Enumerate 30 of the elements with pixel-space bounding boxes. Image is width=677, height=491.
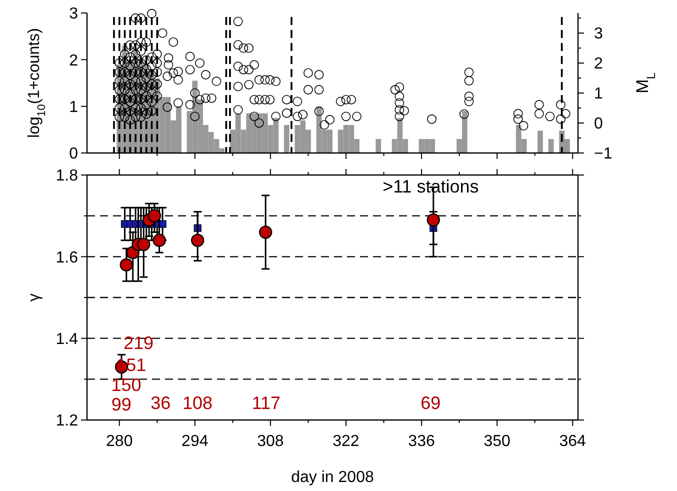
annotation: >11 stations	[382, 176, 479, 196]
x-tick-label: 322	[332, 433, 360, 450]
y2-tick-label: 3	[594, 26, 603, 43]
x-tick-label: 280	[106, 433, 133, 450]
x-tick-label: 350	[484, 433, 511, 450]
y2-tick-label: −1	[594, 146, 612, 163]
annotation: 219	[124, 333, 154, 354]
y-tick-label: 0	[69, 146, 78, 163]
y2-tick-label: 2	[594, 56, 603, 73]
y-tick-label: 1.4	[56, 330, 78, 348]
y2-tick-label: 0	[594, 116, 603, 133]
y-tick-label: 3	[69, 6, 78, 23]
annotation: 150	[111, 374, 142, 395]
x-tick-label: 336	[408, 433, 435, 450]
x-tick-label: 308	[257, 433, 284, 450]
annotation: 69	[420, 393, 441, 414]
y-tick-label: 2	[69, 52, 78, 70]
y-tick-label: 1.2	[56, 412, 78, 430]
y-tick-label: 1.8	[56, 168, 78, 185]
y-tick-label: 1.6	[56, 249, 78, 266]
x-tick-label: 364	[559, 433, 586, 450]
y-tick-label: 1	[69, 98, 78, 116]
annotation: 117	[252, 393, 281, 414]
x-axis-title: day in 2008	[291, 469, 374, 486]
annotation: 99	[111, 394, 132, 414]
annotation: 108	[182, 393, 212, 414]
y-axis-title: γ	[26, 294, 43, 302]
x-tick-label: 294	[182, 433, 208, 450]
y2-tick-label: 1	[594, 86, 603, 103]
annotation: 36	[150, 393, 171, 414]
